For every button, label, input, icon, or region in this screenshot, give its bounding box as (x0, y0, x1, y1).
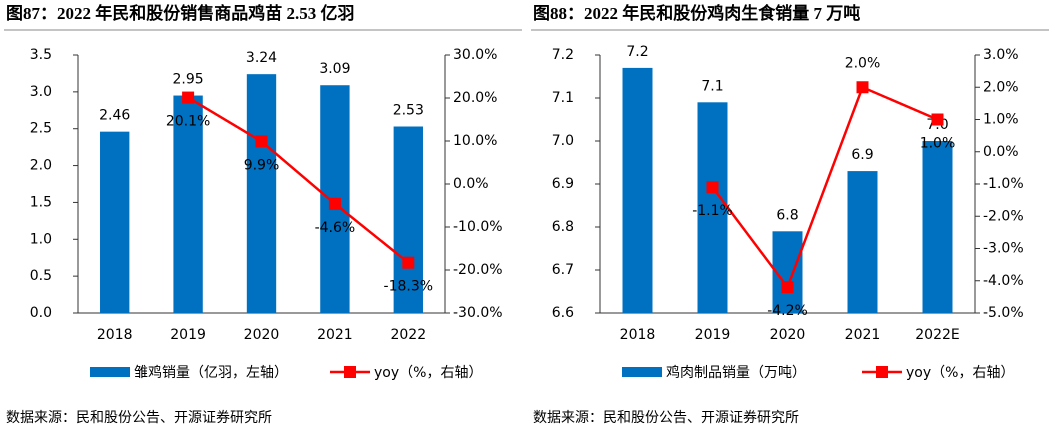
y2-tick-label: -10.0% (453, 219, 503, 235)
legend-label: yoy（%，右轴） (906, 365, 1014, 381)
y-tick-label: 1.0 (30, 231, 52, 247)
x-tick-label: 2018 (97, 327, 133, 343)
point (255, 135, 268, 148)
y-tick-label: 7.0 (552, 133, 574, 149)
point (328, 197, 341, 210)
point (706, 181, 719, 194)
y-tick-label: 6.9 (552, 176, 574, 192)
y-tick-label: 7.2 (552, 47, 574, 63)
bar (100, 131, 130, 313)
point-label: 9.9% (244, 157, 280, 173)
bar (246, 74, 277, 313)
y-tick-label: 3.5 (30, 47, 52, 63)
y-tick-label: 6.8 (552, 219, 574, 235)
y2-tick-label: -5.0% (983, 305, 1024, 321)
legend-label: yoy（%，右轴） (374, 365, 482, 381)
y-tick-label: 1.5 (30, 194, 52, 210)
y2-tick-label: 2.0% (983, 79, 1019, 95)
legend-label: 鸡肉制品销量（万吨） (666, 364, 806, 381)
x-tick-label: 2022 (390, 327, 426, 343)
chart-title: 图87：2022 年民和股份销售商品鸡苗 2.53 亿羽 (6, 3, 355, 23)
y2-tick-label: -1.0% (983, 176, 1024, 192)
legend-swatch (90, 367, 130, 377)
y2-tick-label: 0.0% (453, 176, 489, 192)
bar (173, 95, 203, 314)
y-tick-label: 3.0 (30, 84, 52, 100)
y2-tick-label: 20.0% (453, 90, 497, 106)
bar-label: 2.95 (173, 72, 204, 88)
y2-tick-label: 10.0% (453, 133, 497, 149)
y-tick-label: 7.1 (552, 90, 574, 106)
bar (847, 171, 878, 313)
y2-tick-label: 1.0% (983, 112, 1019, 128)
source: 数据来源：民和股份公告、开源证券研究所 (6, 410, 272, 426)
point (856, 81, 869, 94)
y-tick-label: 0.5 (30, 268, 52, 284)
point-label: 1.0% (920, 136, 956, 152)
y2-tick-label: -20.0% (453, 262, 503, 278)
y-tick-label: 0.0 (30, 305, 52, 321)
x-tick-label: 2020 (244, 327, 280, 343)
y2-tick-label: 0.0% (983, 144, 1019, 160)
x-tick-label: 2021 (845, 327, 881, 343)
y-tick-label: 2.0 (30, 158, 52, 174)
x-tick-label: 2021 (317, 327, 353, 343)
legend-label: 雏鸡销量（亿羽，左轴） (134, 364, 288, 381)
point-label: 2.0% (845, 55, 881, 71)
legend-swatch (622, 367, 662, 377)
y2-tick-label: -4.0% (983, 273, 1024, 289)
x-tick-label: 2020 (770, 327, 806, 343)
y-tick-label: 2.5 (30, 121, 52, 137)
x-tick-label: 2019 (695, 327, 731, 343)
x-tick-label: 2018 (620, 327, 656, 343)
point (931, 113, 944, 126)
bar-label: 2.46 (99, 108, 130, 124)
legend-swatch (344, 366, 356, 378)
x-tick-label: 2022E (915, 327, 959, 343)
y2-tick-label: -3.0% (983, 241, 1024, 257)
point-label: -4.6% (315, 220, 356, 236)
bar (622, 67, 653, 314)
bar (697, 102, 728, 313)
bar-label: 3.24 (246, 50, 277, 66)
bar-label: 6.9 (851, 147, 873, 163)
x-tick-label: 2019 (170, 327, 206, 343)
source: 数据来源：民和股份公告、开源证券研究所 (533, 410, 799, 426)
point-label: 20.1% (166, 114, 210, 130)
point-label: -1.1% (692, 203, 733, 219)
bar-label: 3.09 (319, 61, 350, 77)
point-label: -18.3% (384, 279, 434, 295)
chart-title: 图88：2022 年民和股份鸡肉生食销量 7 万吨 (533, 3, 860, 23)
bar-label: 2.53 (393, 103, 424, 119)
y2-tick-label: 3.0% (983, 47, 1019, 63)
bar-label: 7.2 (626, 44, 648, 60)
y-tick-label: 6.6 (552, 305, 574, 321)
legend-swatch (876, 366, 888, 378)
y2-tick-label: -30.0% (453, 305, 503, 321)
bar-label: 6.8 (776, 207, 798, 223)
y2-tick-label: -2.0% (983, 208, 1024, 224)
bar (393, 126, 423, 313)
bar (922, 141, 953, 313)
bar-label: 7.1 (701, 78, 723, 94)
y-tick-label: 6.7 (552, 262, 574, 278)
y2-tick-label: 30.0% (453, 47, 497, 63)
point (182, 91, 195, 104)
point (402, 256, 415, 269)
line (711, 85, 938, 290)
point (781, 281, 794, 294)
line (187, 96, 410, 264)
point-label: -4.2% (767, 303, 808, 319)
